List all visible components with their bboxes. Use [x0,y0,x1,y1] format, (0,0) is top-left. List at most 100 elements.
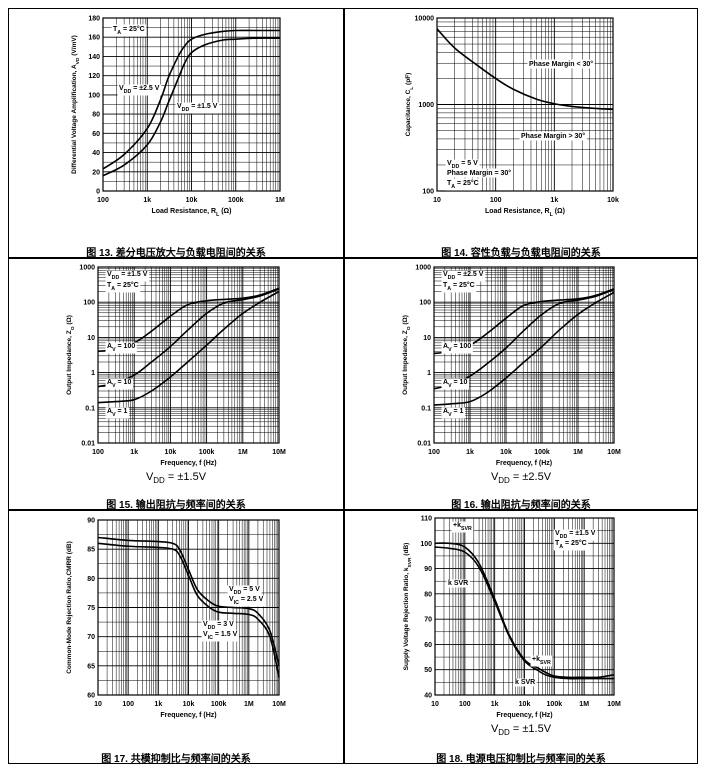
annotation: VDD = ±1.5 V [175,102,220,114]
svg-text:TA = 25°C: TA = 25°C [107,281,139,292]
annotation: AV = 100 [441,342,473,354]
x-tick-label: 100 [459,701,471,708]
y-tick-label: 110 [421,516,432,523]
svg-text:VDD = 5 V: VDD = 5 V [447,160,478,170]
chart-svg-5: 10 100 1k 10k 100k 1M 10M 60 65 70 75 80 85 90 Frequen… [66,518,286,720]
chart-svg-1: 100 1k 10k 100k 1M 0 20 40 60 80 100 120 140 160 180 Lo… [71,16,285,219]
svg-text:AV = 10: AV = 10 [443,379,467,389]
y-axis-label: Capacitance, CL (pF) [405,73,415,137]
y-tick-label: 1 [91,370,95,377]
y-tick-label: 0.01 [417,441,431,448]
y-axis-label: Output Impedance, ZO (Ω) [66,315,76,395]
figure-panel-3: 100 1k 10k 100k 1M 10M 0.01 0.1 1 10 100 1000 Freque… [8,258,344,511]
annotation: TA = 25°C [111,24,147,37]
x-tick-label: 1M [244,701,254,708]
annotation: VDD = ±1.5 V [553,529,598,541]
x-axis-label: Frequency, f (Hz) [496,712,552,719]
annotation: AV = 10 [105,378,133,390]
y-tick-label: 10 [87,335,95,342]
y-tick-label: 60 [87,693,95,700]
x-tick-label: 10k [500,449,512,456]
figure-panel-4: 100 1k 10k 100k 1M 10M 0.01 0.1 1 10 100 1000 Freque… [344,258,698,511]
x-tick-label: 1k [491,701,499,708]
svg-text:VDD = ±1.5 V: VDD = ±1.5 V [555,530,596,540]
series-line-3 [433,291,615,406]
y-tick-label: 0.01 [81,441,95,448]
x-tick-label: 1k [550,197,558,204]
x-axis-label: Frequency, f (Hz) [496,460,552,467]
annotation: VIC = 1.5 V [201,630,240,642]
annotation: VDD = 5 V [445,159,480,171]
figure-panel-2: 10 100 1k 10k 100 1000 10000 Load Resistance, R… [344,8,698,259]
y-tick-label: 100 [420,541,432,548]
x-tick-label: 10 [433,197,441,204]
x-axis-label: Frequency, f (Hz) [160,712,216,719]
annotation: k SVR [446,579,470,588]
annotation: +kSVR [451,521,474,533]
figure-subcaption: VDD = ±2.5V [490,471,552,486]
figure-subcaption: VDD = ±1.5V [490,723,552,738]
series-line-1 [102,29,280,170]
y-tick-label: 10000 [415,16,435,23]
x-tick-label: 10k [607,197,619,204]
figure-subcaption: VDD = ±1.5V [145,471,207,486]
y-tick-label: 180 [88,16,100,23]
x-tick-label: 100k [547,701,563,708]
svg-text:Phase Margin > 30°: Phase Margin > 30° [521,132,585,140]
x-tick-label: 100 [490,197,502,204]
y-tick-label: 80 [87,576,95,583]
plot-frame [97,519,280,696]
annotation: VDD = ±2.5 V [117,84,162,96]
x-tick-label: 10k [519,701,531,708]
svg-text:AV = 100: AV = 100 [443,343,471,353]
y-tick-label: 1000 [415,265,431,272]
y-tick-label: 120 [88,73,100,80]
annotation: VIC = 2.5 V [227,595,266,607]
figure-panel-6: 10 100 1k 10k 100k 1M 10M 40 50 60 70 80 90 100 110 Fre… [344,510,698,765]
y-axis-label: Differential Voltage Amplification, AVD … [71,35,81,174]
x-tick-label: 10M [272,701,286,708]
y-tick-label: 160 [88,35,100,42]
annotation: VDD = ±2.5 V [441,270,486,282]
x-tick-label: 100k [228,197,244,204]
y-tick-label: 40 [92,150,100,157]
figure-caption: 图 16. 输出阻抗与频率间的关系 [451,500,591,511]
x-tick-label: 1M [579,701,589,708]
annotation: Phase Margin > 30° [519,131,587,141]
chart-svg-6: 10 100 1k 10k 100k 1M 10M 40 50 60 70 80 90 100 110 Fre… [403,516,621,720]
x-tick-label: 10M [607,449,621,456]
svg-text:+kSVR: +kSVR [453,522,472,532]
y-tick-label: 1000 [79,265,95,272]
y-tick-label: 90 [87,518,95,525]
svg-text:VDD = 3 V: VDD = 3 V [203,621,234,631]
y-tick-label: 70 [87,634,95,641]
svg-text:VIC = 2.5 V: VIC = 2.5 V [229,596,264,606]
x-tick-label: 100k [534,449,550,456]
x-tick-label: 1k [154,701,162,708]
y-axis-label: Output Impedance, ZO (Ω) [402,315,412,395]
x-tick-label: 100 [122,701,134,708]
y-tick-label: 85 [87,547,95,554]
y-tick-label: 50 [424,667,432,674]
y-tick-label: 10 [423,335,431,342]
svg-text:TA = 25°C: TA = 25°C [555,539,587,550]
grid [433,266,615,444]
y-tick-label: 60 [92,131,100,138]
y-axis-label: Common-Mode Rejection Ratio,CMRR (dB) [66,541,73,674]
svg-text:AV = 1: AV = 1 [107,408,128,418]
x-tick-label: 1k [466,449,474,456]
svg-text:VIC = 1.5 V: VIC = 1.5 V [203,631,238,641]
annotation: Phase Margin = 30° [445,168,513,178]
x-tick-label: 100k [211,701,227,708]
svg-text:AV = 100: AV = 100 [107,343,135,353]
annotation: +kSVR [530,655,553,667]
y-tick-label: 1 [427,370,431,377]
series-line-2 [97,542,280,678]
figure-panel-1: 100 1k 10k 100k 1M 0 20 40 60 80 100 120 140 160 180 Lo… [8,8,344,259]
svg-text:Phase Margin < 30°: Phase Margin < 30° [529,60,593,68]
plot-frame [436,17,614,192]
x-tick-label: 100 [97,197,109,204]
annotation: AV = 100 [105,342,137,354]
